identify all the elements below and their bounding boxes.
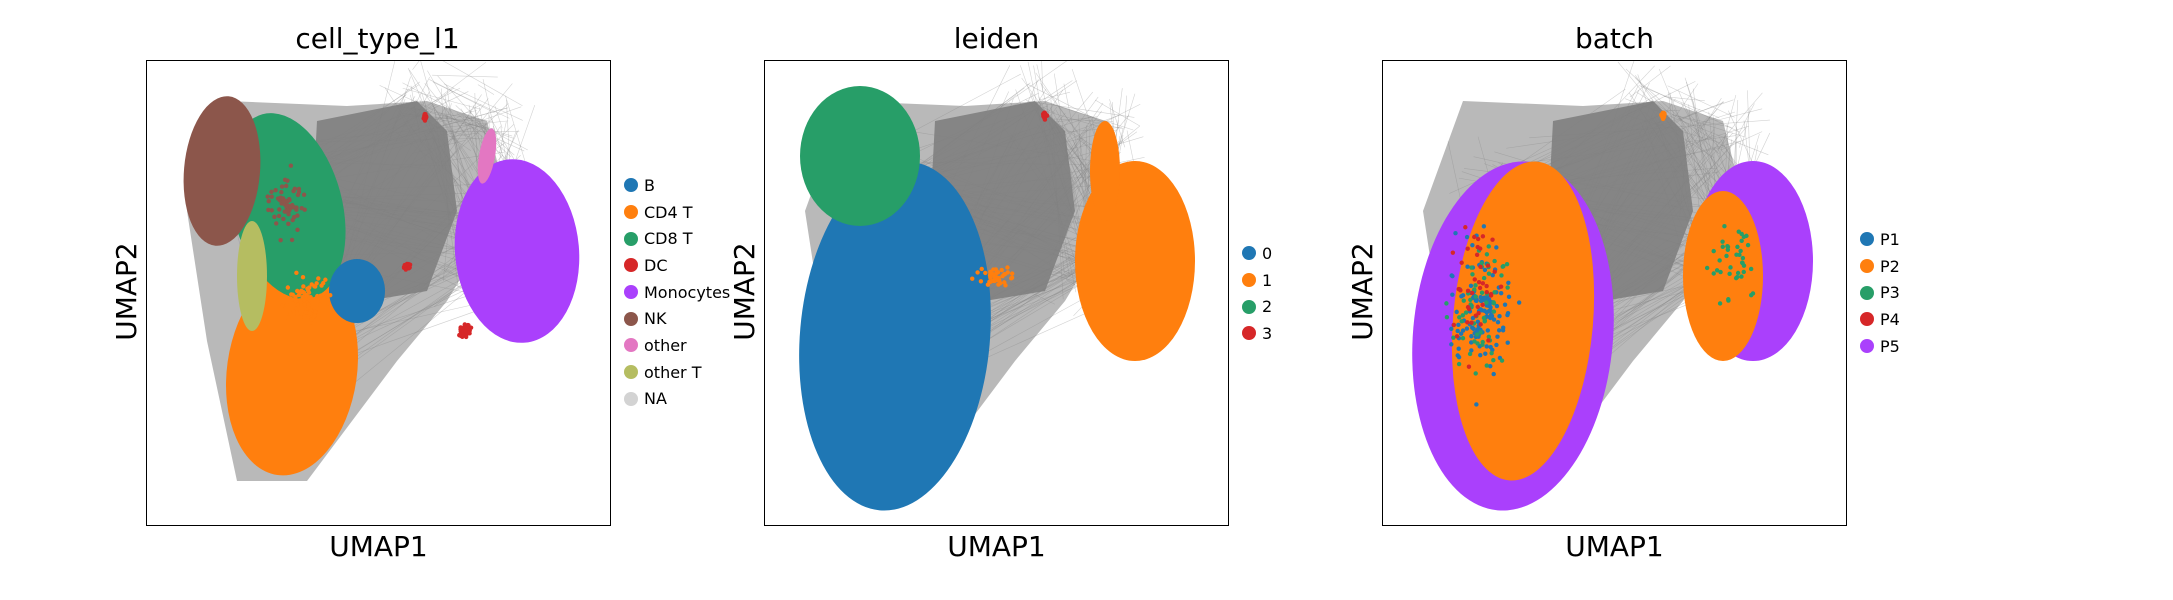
x-axis-label: UMAP1 [947,530,1046,563]
legend-label: CD4 T [644,202,693,222]
plot-area [1382,60,1847,526]
plot-area [764,60,1229,526]
legend: P1 P2 P3 P4 P5 [1860,226,1900,359]
legend-item: DC [624,252,730,279]
legend-marker [624,231,638,246]
umap-scatter [799,61,1195,511]
legend-marker [624,258,638,273]
legend-item: P4 [1860,306,1900,333]
legend-label: P3 [1880,283,1900,303]
legend-item: 3 [1242,320,1272,347]
legend-marker [624,205,638,220]
legend-label: B [644,175,655,195]
legend-marker [1242,273,1256,288]
cluster-monocytes [454,159,580,343]
cluster-3 [1040,110,1050,122]
legend-item: P2 [1860,253,1900,280]
legend-item: NK [624,305,730,332]
legend: B CD4 T CD8 T DC Monocytes NK other other T NA [624,172,730,412]
legend-label: 3 [1262,323,1273,343]
panel-batch: batch UMAP1 UMAP2 P1 P2 P3 P4 P5 [1346,0,1971,600]
x-axis-label: UMAP1 [329,530,428,563]
legend-item: P5 [1860,333,1900,360]
legend-label: 2 [1262,297,1273,317]
scatter-1-mix [970,265,1015,288]
cluster-b [329,259,385,323]
y-axis-label: UMAP2 [1345,242,1379,341]
legend-label: other T [644,362,702,382]
cluster-0 [799,161,991,511]
legend-item: 0 [1242,240,1272,267]
chart-title: cell_type_l1 [295,22,460,55]
legend-label: P5 [1880,336,1900,356]
legend-label: DC [644,255,668,275]
legend-label: P1 [1880,229,1900,249]
legend-marker [624,285,638,300]
legend-label: CD8 T [644,229,693,249]
legend-item: NA [624,386,730,413]
legend-label: NK [644,309,667,329]
umap-scatter [183,61,580,481]
y-axis-label: UMAP2 [109,242,143,341]
legend-item: 2 [1242,293,1272,320]
legend-marker [1860,259,1874,274]
umap-scatter [1412,61,1813,511]
legend-marker [624,311,638,326]
scatter-p1 [1449,224,1522,407]
legend-item: P1 [1860,226,1900,253]
scatter-p4 [1450,225,1504,369]
chart-title: batch [1574,22,1655,55]
cluster-2 [800,86,920,226]
legend-item: P3 [1860,279,1900,306]
legend-label: P2 [1880,256,1900,276]
legend-label: 1 [1262,270,1273,290]
legend-marker [1860,339,1874,354]
chart-title: leiden [953,22,1040,55]
legend-label: NA [644,389,667,409]
legend-label: other [644,335,687,355]
legend-marker [624,365,638,380]
legend-marker [1242,246,1256,261]
y-axis-label: UMAP2 [727,242,761,341]
cluster-p2-right [1683,191,1763,361]
cluster-p2-left [1451,161,1595,481]
legend-marker [624,391,638,406]
cluster-nk [183,96,261,246]
cluster-1-arm [1090,121,1120,221]
cluster-dc-small [401,261,413,272]
scatter-nk-mix [265,163,307,243]
cluster-dc [457,322,474,340]
panel-leiden: leiden UMAP1 UMAP2 0 1 2 3 [728,0,1353,600]
legend-item: other T [624,359,730,386]
legend-item: other [624,332,730,359]
legend-label: Monocytes [644,282,731,302]
cluster-other [477,128,497,184]
legend-label: 0 [1262,243,1273,263]
plot-area [146,60,611,526]
legend: 0 1 2 3 [1242,240,1272,347]
legend-item: B [624,172,730,199]
scatter-top [1659,110,1667,122]
legend-item: CD8 T [624,225,730,252]
legend-marker [624,178,638,193]
legend-marker [1860,232,1874,247]
legend-label: P4 [1880,309,1900,329]
scatter-cd4-mix [280,270,333,325]
legend-item: Monocytes [624,279,730,306]
legend-item: 1 [1242,267,1272,294]
legend-item: CD4 T [624,199,730,226]
legend-marker [1860,312,1874,327]
scatter-p3-right [1704,224,1756,306]
legend-marker [624,338,638,353]
legend-marker [1242,326,1256,341]
cluster-dc-top [421,111,429,123]
legend-marker [1860,285,1874,300]
x-axis-label: UMAP1 [1565,530,1664,563]
legend-marker [1242,299,1256,314]
cluster-other-t [237,221,267,331]
panel-cell-type: cell_type_l1 UMAP1 UMAP2 B CD4 T CD8 T DC Mo… [110,0,735,600]
